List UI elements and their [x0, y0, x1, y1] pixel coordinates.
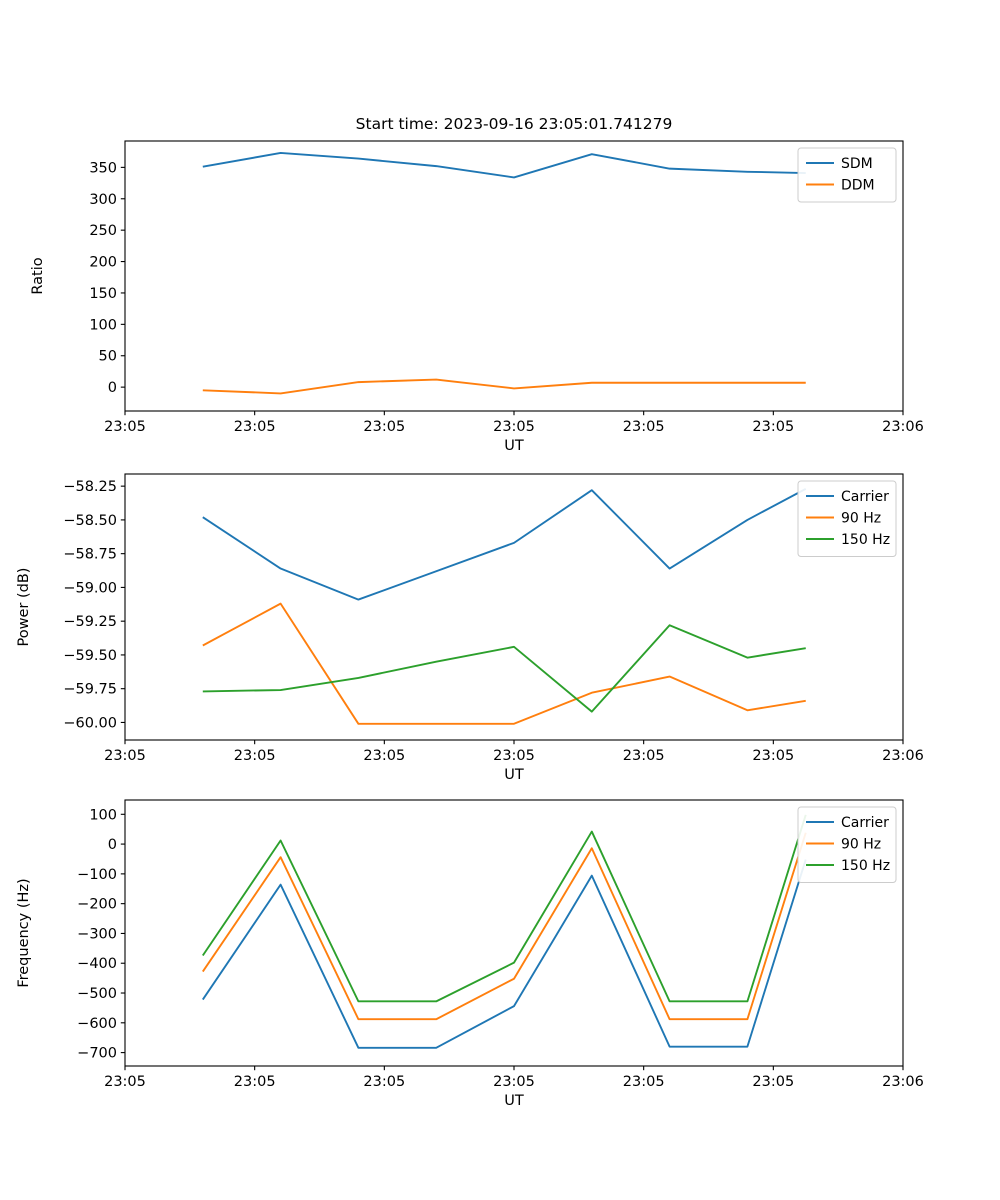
y-tick-label: 150: [89, 286, 117, 302]
y-tick-label: 50: [99, 349, 117, 365]
x-tick-label: 23:06: [882, 748, 924, 764]
x-tick-label: 23:06: [882, 1074, 924, 1090]
y-tick-label: −500: [77, 986, 117, 1002]
y-axis-label: Ratio: [30, 257, 46, 294]
y-tick-label: −200: [77, 897, 117, 913]
y-tick-label: 0: [108, 380, 117, 396]
x-tick-label: 23:05: [493, 748, 535, 764]
legend-background: [797, 147, 897, 203]
data-line-150-hz: [202, 814, 807, 1003]
y-axis-label: Power (dB): [16, 568, 32, 647]
panel-1: 0 50 100 150 200 250 300 350 23:05 23:05 23:05 23:0…: [30, 115, 924, 454]
x-tick-label: 23:05: [234, 419, 276, 435]
y-tick-label: 250: [89, 223, 117, 239]
legend-label-90-hz: 90 Hz: [841, 837, 881, 853]
y-tick-label: −100: [77, 867, 117, 883]
x-tick-label: 23:05: [623, 419, 665, 435]
chart-title: Start time: 2023-09-16 23:05:01.741279: [356, 115, 673, 133]
legend-background: [797, 480, 897, 557]
y-tick-label: −60.00: [63, 715, 117, 731]
panel-3: −700 −600 −500 −400 −300 −200 −100 0 100 23:05 23:…: [16, 799, 924, 1109]
y-tick-label: 350: [89, 160, 117, 176]
legend: Carrier 90 Hz 150 Hz: [797, 480, 897, 557]
legend-label-carrier: Carrier: [841, 815, 889, 831]
y-tick-label: 100: [89, 807, 117, 823]
x-tick-label: 23:05: [234, 748, 276, 764]
x-tick-label: 23:05: [623, 748, 665, 764]
panels-group: 0 50 100 150 200 250 300 350 23:05 23:05 23:05 23:0…: [16, 115, 924, 1109]
x-tick-label: 23:05: [363, 1074, 405, 1090]
legend-label-150-hz: 150 Hz: [841, 532, 890, 548]
data-line-carrier: [202, 859, 807, 1049]
x-tick-label: 23:05: [104, 419, 146, 435]
legend-label-carrier: Carrier: [841, 489, 889, 505]
x-tick-label: 23:05: [752, 1074, 794, 1090]
y-tick-label: −600: [77, 1016, 117, 1032]
y-axis-label: Frequency (Hz): [16, 878, 32, 987]
legend-label-sdm: SDM: [841, 156, 873, 172]
data-line-90-hz: [202, 832, 807, 1021]
x-axis-label: UT: [504, 1093, 524, 1109]
legend-label-90-hz: 90 Hz: [841, 511, 881, 527]
x-tick-label: 23:05: [752, 419, 794, 435]
y-tick-label: 0: [108, 837, 117, 853]
data-line-sdm: [202, 151, 806, 179]
panel-2: −60.00 −59.75 −59.50 −59.25 −59.00 −58.75 −58.…: [16, 473, 924, 783]
x-tick-label: 23:05: [104, 1074, 146, 1090]
y-tick-label: 100: [89, 317, 117, 333]
data-line-90-hz: [202, 602, 806, 725]
legend: SDM DDM: [797, 147, 897, 203]
y-tick-label: −400: [77, 956, 117, 972]
y-tick-label: 200: [89, 255, 117, 271]
legend: Carrier 90 Hz 150 Hz: [797, 806, 897, 883]
data-line-150-hz: [202, 624, 806, 713]
y-tick-label: −59.25: [63, 614, 117, 630]
y-tick-label: −300: [77, 926, 117, 942]
y-tick-label: −58.50: [63, 513, 117, 529]
x-tick-label: 23:05: [234, 1074, 276, 1090]
y-tick-label: −59.75: [63, 682, 117, 698]
data-line-carrier: [202, 488, 807, 601]
y-tick-label: −58.75: [63, 547, 117, 563]
x-tick-label: 23:06: [882, 419, 924, 435]
x-tick-label: 23:05: [363, 748, 405, 764]
y-tick-label: −59.00: [63, 580, 117, 596]
x-tick-label: 23:05: [104, 748, 146, 764]
legend-label-150-hz: 150 Hz: [841, 858, 890, 874]
x-tick-label: 23:05: [493, 419, 535, 435]
x-axis-label: UT: [504, 438, 524, 454]
legend-label-ddm: DDM: [841, 178, 875, 194]
x-tick-label: 23:05: [363, 419, 405, 435]
y-tick-label: −700: [77, 1046, 117, 1062]
data-line-ddm: [202, 378, 806, 395]
x-tick-label: 23:05: [752, 748, 794, 764]
y-tick-label: 300: [89, 192, 117, 208]
y-tick-label: −58.25: [63, 479, 117, 495]
y-tick-label: −59.50: [63, 648, 117, 664]
x-tick-label: 23:05: [493, 1074, 535, 1090]
x-axis-label: UT: [504, 767, 524, 783]
x-tick-label: 23:05: [623, 1074, 665, 1090]
legend-background: [797, 806, 897, 883]
